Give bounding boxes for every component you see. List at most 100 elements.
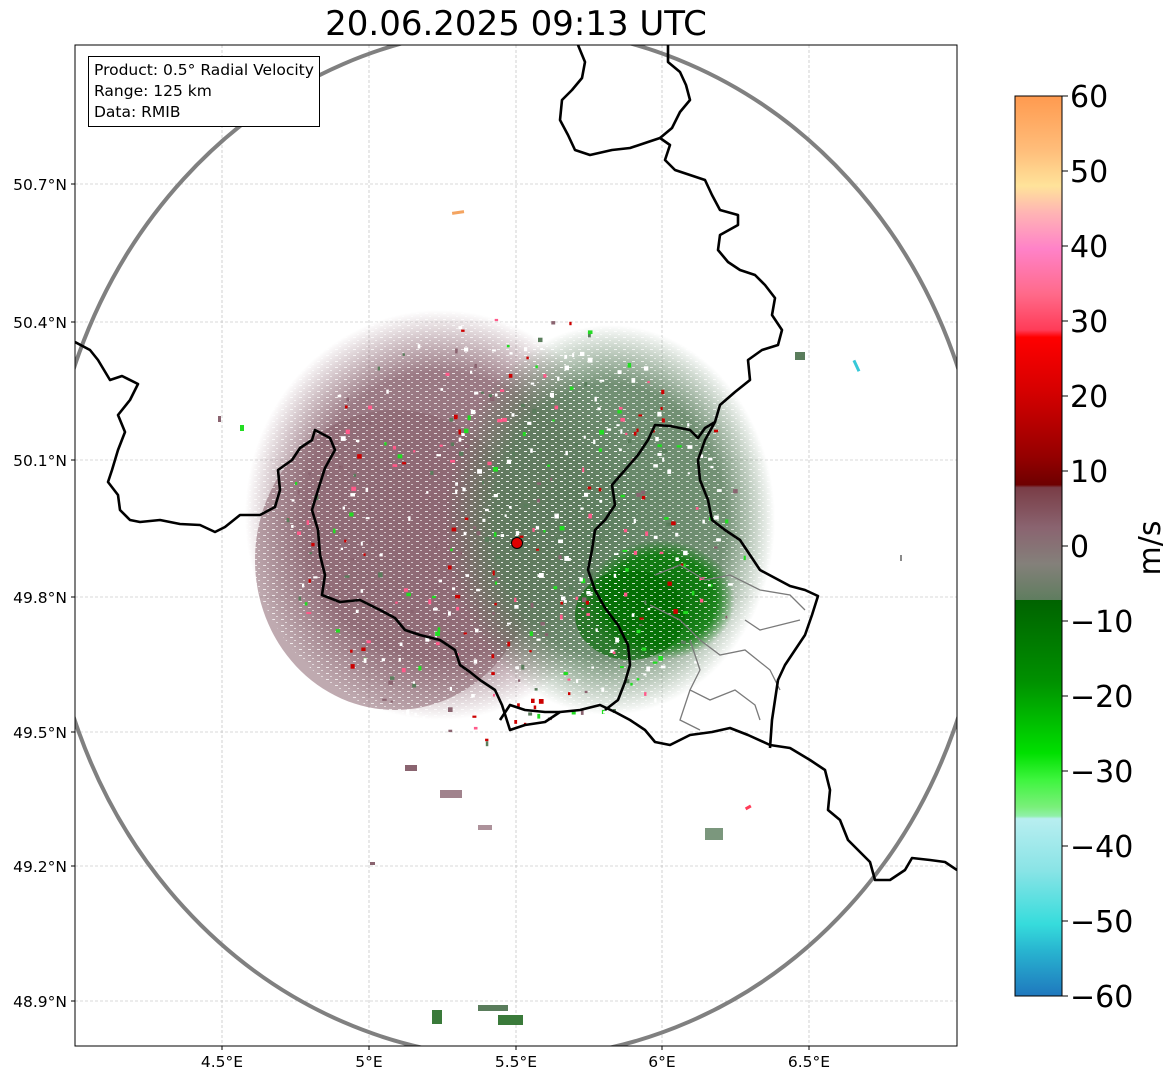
velocity-bin: [675, 557, 679, 561]
velocity-bin: [574, 442, 578, 447]
velocity-bin: [368, 405, 373, 410]
velocity-bin: [435, 631, 440, 636]
velocity-bin: [484, 537, 490, 542]
velocity-bin: [291, 499, 295, 502]
velocity-bin: [363, 658, 367, 663]
velocity-bin: [494, 318, 499, 322]
velocity-bin: [586, 591, 591, 595]
velocity-bin: [313, 576, 318, 579]
velocity-bin: [447, 565, 452, 570]
colorbar-tick: −50: [1070, 905, 1133, 940]
velocity-bin: [565, 450, 568, 456]
velocity-bin: [459, 451, 464, 456]
velocity-bin: [406, 710, 410, 715]
velocity-bin: [473, 526, 477, 529]
velocity-bin: [295, 482, 298, 485]
velocity-bin: [308, 579, 311, 583]
velocity-bin: [535, 365, 538, 369]
velocity-bin: [568, 585, 574, 590]
velocity-bin: [528, 712, 533, 716]
colorbar-tick: 40: [1070, 230, 1108, 265]
velocity-bin: [357, 454, 362, 459]
velocity-bin: [622, 549, 628, 552]
velocity-bin: [452, 587, 456, 591]
velocity-bin: [435, 642, 440, 646]
velocity-bin: [455, 489, 458, 495]
velocity-bin: [464, 444, 470, 448]
lat-tick-label: 50.1°N: [13, 452, 67, 470]
velocity-bin: [552, 419, 555, 422]
velocity-bin: [537, 713, 541, 719]
velocity-bin: [369, 539, 373, 545]
velocity-bin: [378, 572, 383, 578]
velocity-bin: [437, 627, 441, 633]
velocity-bin: [716, 489, 722, 492]
velocity-bin: [493, 494, 498, 498]
velocity-bin: [559, 614, 563, 620]
velocity-bin: [529, 650, 532, 653]
velocity-bin: [559, 526, 565, 531]
lon-tick-label: 6°E: [648, 1053, 675, 1071]
velocity-bin: [470, 370, 473, 374]
velocity-bin: [547, 464, 550, 467]
velocity-bin: [523, 503, 529, 508]
velocity-bin: [613, 573, 617, 578]
velocity-bin: [631, 613, 635, 617]
velocity-bin: [633, 518, 636, 524]
velocity-bin: [568, 558, 571, 561]
velocity-bin: [714, 429, 719, 433]
velocity-bin: [599, 379, 605, 382]
velocity-bin: [727, 583, 733, 586]
velocity-bin: [638, 414, 643, 417]
velocity-bin: [620, 494, 625, 498]
velocity-bin: [554, 513, 559, 519]
velocity-bin: [390, 700, 393, 703]
velocity-bin: [625, 568, 629, 572]
velocity-bin: [507, 641, 511, 647]
velocity-bin: [471, 694, 475, 698]
velocity-bin: [558, 555, 562, 560]
velocity-bin: [382, 698, 387, 701]
velocity-bin: [517, 703, 520, 709]
velocity-bin: [581, 578, 586, 584]
velocity-bin: [425, 637, 430, 642]
velocity-bin: [560, 601, 563, 605]
velocity-bin: [619, 407, 623, 410]
velocity-bin: [302, 583, 305, 588]
velocity-bin: [589, 593, 593, 596]
velocity-bin: [430, 470, 434, 475]
velocity-bin: [532, 528, 535, 532]
velocity-bin: [662, 449, 667, 453]
velocity-bin: [595, 628, 598, 632]
velocity-bin: [557, 376, 560, 381]
velocity-bin: [544, 633, 549, 637]
velocity-bin: [522, 432, 526, 437]
lon-tick-label: 5.5°E: [495, 1053, 537, 1071]
colorbar-tick: −10: [1070, 605, 1133, 640]
velocity-bin: [647, 381, 650, 384]
velocity-bin: [641, 495, 646, 500]
velocity-bin: [339, 465, 343, 469]
velocity-bin: [353, 473, 356, 477]
velocity-bin: [291, 525, 294, 528]
velocity-bin: [555, 537, 561, 540]
velocity-bin: [439, 444, 443, 447]
velocity-bin: [667, 469, 672, 474]
velocity-bin: [683, 563, 686, 568]
velocity-bin: [660, 665, 666, 669]
velocity-bin: [521, 403, 525, 407]
velocity-bin: [652, 430, 655, 433]
velocity-bin: [398, 658, 401, 661]
velocity-bin: [458, 429, 461, 435]
velocity-bin: [428, 599, 432, 605]
velocity-bin: [612, 651, 616, 655]
velocity-bin: [461, 329, 465, 332]
velocity-bin: [489, 396, 495, 401]
velocity-bin: [456, 653, 460, 656]
velocity-bin: [306, 612, 312, 615]
velocity-bin: [458, 437, 462, 442]
velocity-bin: [449, 686, 452, 691]
velocity-bin: [518, 548, 523, 551]
velocity-bin: [593, 439, 596, 445]
velocity-bin: [412, 683, 417, 688]
